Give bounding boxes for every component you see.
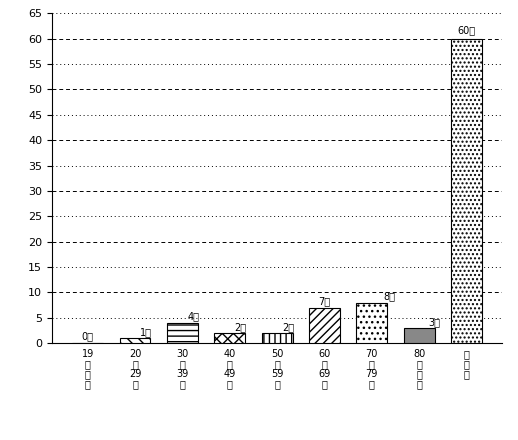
Bar — [451, 39, 482, 343]
Text: 4人: 4人 — [187, 312, 199, 322]
Text: 0人: 0人 — [82, 331, 94, 341]
Bar — [356, 303, 387, 343]
Bar — [120, 338, 150, 343]
Text: 7人: 7人 — [319, 297, 330, 306]
Text: 8人: 8人 — [384, 291, 396, 301]
Text: 1人: 1人 — [140, 327, 152, 337]
Bar — [309, 308, 340, 343]
Text: 2人: 2人 — [235, 322, 247, 332]
Bar — [214, 333, 245, 343]
Bar — [262, 333, 293, 343]
Bar — [404, 328, 435, 343]
Text: 3人: 3人 — [429, 317, 441, 326]
Text: 60人: 60人 — [457, 26, 476, 36]
Bar — [167, 323, 198, 343]
Text: 2人: 2人 — [282, 322, 294, 332]
